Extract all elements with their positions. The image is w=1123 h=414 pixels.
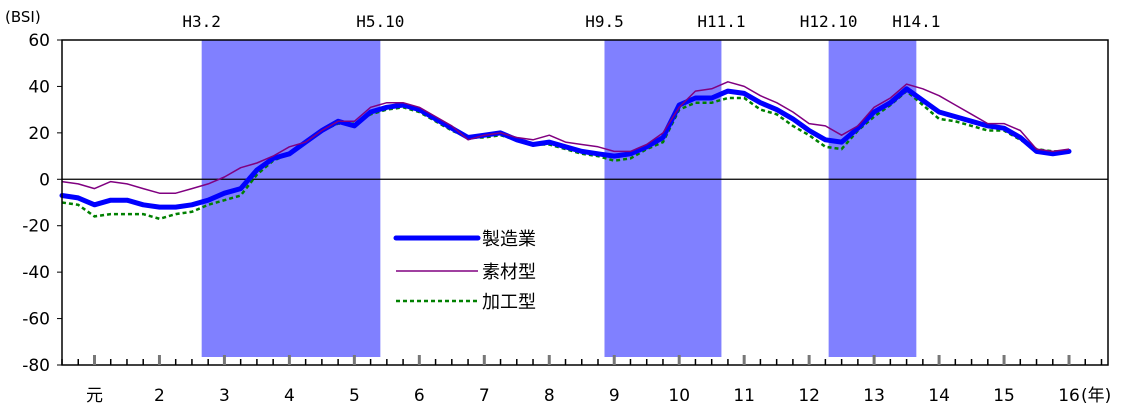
band-end-label: H11.1: [697, 12, 745, 31]
x-axis-labels: 元 2 3 4 5 6 7 8 9 10 11 12 13 14 15 16: [86, 386, 1080, 406]
series-line-thin: [61, 81, 1070, 194]
series-lines: [59, 81, 1072, 221]
x-tick-label: 6: [414, 386, 425, 406]
y-tick-label: -40: [22, 263, 50, 283]
x-tick-label: 2: [154, 386, 165, 406]
y-tick-label: -60: [22, 310, 50, 330]
x-tick-label: 5: [349, 386, 360, 406]
x-tick-label: 12: [798, 386, 820, 406]
y-tick-label: -20: [22, 217, 50, 237]
x-axis-unit: (年): [1081, 386, 1111, 406]
legend-label: 加工型: [482, 292, 536, 313]
legend-label: 素材型: [482, 262, 536, 283]
x-tick-label: 9: [609, 386, 620, 406]
band-annotations: H3.2 H5.10 H9.5 H11.1 H12.10 H14.1: [182, 12, 940, 31]
recession-band-2: [604, 40, 722, 357]
x-tick-label: 16: [1058, 386, 1080, 406]
band-end-label: H14.1: [892, 12, 940, 31]
x-tick-label: 4: [284, 386, 295, 406]
x-tick-label: 8: [544, 386, 555, 406]
band-start-label: H3.2: [182, 12, 221, 31]
recession-band-1: [201, 40, 381, 357]
x-tick-label: 3: [219, 386, 230, 406]
y-axis-unit: (BSI): [5, 8, 41, 26]
y-tick-label: -80: [22, 356, 50, 376]
series-line-thick: [59, 86, 1072, 210]
band-start-label: H12.10: [800, 12, 858, 31]
y-tick-label: 60: [28, 31, 50, 51]
x-tick-label: 元: [86, 386, 103, 406]
x-axis-ticks: [61, 355, 1103, 365]
x-tick-label: 13: [863, 386, 885, 406]
x-tick-label: 11: [733, 386, 755, 406]
band-end-label: H5.10: [356, 12, 404, 31]
plot-area-frame: [61, 39, 1109, 366]
x-tick-label: 15: [993, 386, 1015, 406]
band-start-label: H9.5: [585, 12, 624, 31]
recession-bands: [201, 40, 917, 357]
y-tick-label: 0: [39, 170, 50, 190]
x-tick-label: 7: [479, 386, 490, 406]
x-tick-label: 10: [668, 386, 690, 406]
legend-label: 製造業: [482, 229, 536, 250]
y-tick-label: 40: [28, 77, 50, 97]
x-tick-label: 14: [928, 386, 950, 406]
y-tick-label: 20: [28, 124, 50, 144]
y-axis: 60 40 20 0 -20 -40 -60 -80: [22, 31, 62, 376]
